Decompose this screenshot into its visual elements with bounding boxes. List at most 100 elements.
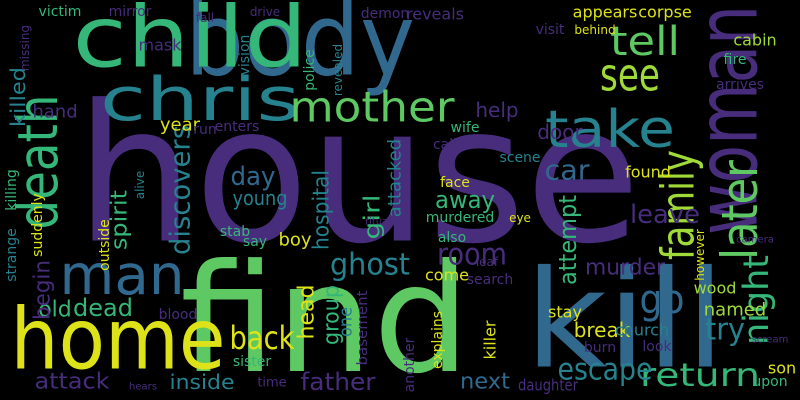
word: fall — [196, 11, 214, 25]
word: mask — [139, 36, 183, 55]
word: one — [336, 307, 357, 337]
word: run — [193, 122, 217, 138]
word: fire — [724, 52, 747, 68]
word: wood — [694, 279, 737, 298]
word: eye — [509, 211, 531, 225]
word: young — [233, 186, 288, 210]
word: corpse — [638, 3, 692, 22]
word: find — [180, 233, 470, 400]
word: vision — [237, 35, 253, 76]
word: mother — [290, 83, 456, 132]
word: discovers — [164, 125, 197, 255]
word: hand — [32, 102, 77, 123]
word: group — [320, 285, 345, 345]
word: old — [38, 298, 72, 323]
word: demon — [361, 6, 410, 22]
word: look — [642, 339, 672, 355]
word: found — [625, 163, 671, 182]
word: burn — [584, 340, 616, 356]
word: leave — [630, 200, 700, 230]
word: drive — [250, 5, 280, 19]
word: attack — [35, 370, 110, 395]
word: hears — [129, 382, 157, 393]
word: chris — [100, 65, 300, 135]
word: scream — [752, 335, 789, 346]
word: see — [600, 49, 660, 102]
word: kill — [525, 242, 725, 399]
word: basement — [355, 290, 371, 366]
word: visit — [536, 22, 565, 38]
word: murdered — [426, 210, 494, 226]
word: search — [467, 272, 514, 288]
word: inside — [170, 370, 235, 394]
word: year — [160, 115, 201, 136]
word: break — [574, 318, 631, 342]
word: appears — [573, 3, 638, 22]
word: boy — [278, 230, 311, 251]
word: missing — [18, 25, 32, 71]
word: call — [433, 137, 457, 153]
word: suddenly — [30, 193, 46, 257]
word: body — [185, 0, 415, 99]
word: leaf — [476, 255, 499, 269]
word: time — [257, 376, 286, 391]
word: room — [437, 238, 507, 273]
word: victim — [39, 4, 82, 20]
word: murder — [585, 256, 666, 281]
word: strange — [4, 228, 20, 282]
word: another — [402, 337, 418, 392]
word: wife — [451, 120, 480, 136]
word: child — [73, 0, 308, 88]
word: explains — [430, 311, 446, 369]
word: death — [6, 95, 70, 230]
word: begin — [31, 260, 56, 320]
word: ritual — [365, 217, 391, 228]
word: car — [545, 154, 590, 187]
word: killing — [4, 169, 20, 210]
word: scene — [499, 150, 540, 166]
word: hospital — [310, 170, 335, 250]
word: attempt — [554, 195, 582, 285]
word: day — [231, 162, 276, 192]
word: revealed — [331, 44, 345, 96]
word: church — [615, 321, 669, 340]
word: killer — [481, 320, 500, 359]
word: man — [60, 243, 185, 307]
word: father — [301, 368, 376, 396]
word: stab — [220, 224, 250, 240]
word: cabin — [733, 31, 776, 50]
word: behind — [574, 23, 615, 37]
word: go — [640, 277, 685, 323]
word: door — [537, 120, 583, 144]
word: ghost — [330, 248, 410, 283]
word: camera — [736, 235, 774, 246]
word: woman — [679, 5, 778, 235]
word: face — [440, 175, 470, 191]
word: girl — [361, 195, 386, 240]
word: mirror — [109, 4, 152, 20]
word: alive — [133, 171, 147, 200]
word: later — [711, 160, 769, 260]
word: stay — [548, 303, 582, 322]
word: named — [704, 300, 766, 321]
word: away — [435, 186, 495, 214]
word: head — [295, 285, 320, 340]
word: enters — [215, 119, 260, 135]
word: help — [475, 98, 518, 122]
word: blood — [159, 307, 198, 323]
word: house — [76, 65, 641, 286]
word: reveals — [406, 5, 464, 24]
word: attacked — [385, 139, 406, 217]
word: say — [243, 234, 267, 250]
word: return — [640, 356, 760, 394]
word: family — [652, 150, 705, 260]
word: daughter — [518, 376, 578, 395]
word: escape — [558, 353, 653, 388]
word: upon — [752, 374, 787, 390]
word: spirit — [108, 190, 133, 250]
word: try — [705, 313, 745, 348]
word: also — [438, 230, 466, 246]
word: arrives — [716, 77, 764, 93]
